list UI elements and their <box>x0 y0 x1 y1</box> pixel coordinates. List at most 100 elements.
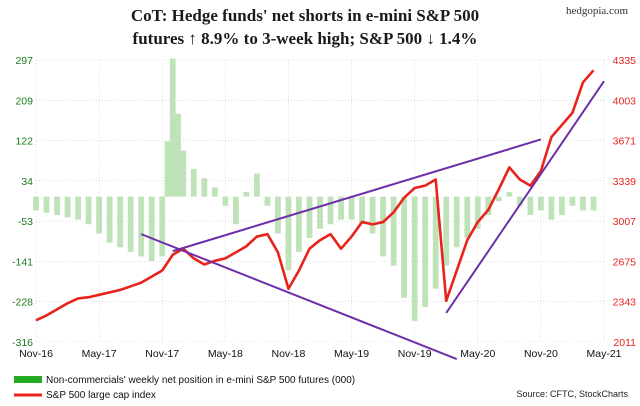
x-tick-label: Nov-19 <box>398 348 432 360</box>
bar <box>390 196 397 266</box>
trendlines <box>140 80 605 361</box>
bar <box>232 196 239 225</box>
right-tick-label: 3007 <box>613 216 637 228</box>
left-tick-label: 34 <box>21 176 33 188</box>
left-tick-label: 297 <box>15 55 33 67</box>
legend-label-bars: Non-commercials' weekly net position in … <box>46 375 355 386</box>
bar <box>527 196 534 216</box>
bar <box>190 169 197 197</box>
bar <box>548 196 555 220</box>
x-tick-label: May-21 <box>586 348 621 360</box>
right-tick-label: 2675 <box>613 256 637 268</box>
bar <box>306 196 313 239</box>
bar <box>201 178 208 197</box>
bar <box>264 196 271 206</box>
left-tick-label: -228 <box>12 297 33 309</box>
legend: Non-commercials' weekly net position in … <box>14 375 355 401</box>
x-tick-label: Nov-18 <box>272 348 306 360</box>
bar <box>401 196 408 298</box>
right-tick-label: 3339 <box>613 176 637 188</box>
chart-title-line-2: futures ↑ 8.9% to 3-week high; S&P 500 ↓… <box>133 29 478 48</box>
source-note: Source: CFTC, StockCharts <box>516 389 628 399</box>
bar <box>169 58 176 197</box>
bar <box>411 196 418 321</box>
net-position-bars <box>33 58 597 321</box>
bar <box>85 196 92 225</box>
bar <box>138 196 145 257</box>
bar <box>580 196 586 211</box>
bar <box>443 196 450 266</box>
bar <box>75 196 81 220</box>
x-axis-ticks: Nov-16 May-17 Nov-17 May-18 Nov-18 May-19 Nov-… <box>19 348 622 360</box>
bar <box>222 196 229 206</box>
bar <box>96 196 103 234</box>
right-tick-label: 2011 <box>613 337 636 349</box>
bar <box>148 196 155 262</box>
bar <box>211 187 218 197</box>
bar <box>422 196 429 308</box>
bar <box>485 196 492 216</box>
left-tick-label: 122 <box>15 136 33 148</box>
bar <box>495 196 502 202</box>
x-tick-label: May-19 <box>334 348 369 360</box>
bar <box>285 196 292 271</box>
x-tick-label: Nov-16 <box>19 348 53 360</box>
bar <box>559 196 565 216</box>
bar <box>537 196 544 211</box>
legend-swatch-bars <box>14 376 42 383</box>
bar <box>506 192 513 197</box>
bar <box>253 173 260 197</box>
bar <box>117 196 124 248</box>
bar <box>33 196 39 211</box>
bar <box>432 196 439 289</box>
bar <box>590 196 597 211</box>
bar <box>106 196 113 243</box>
bar <box>338 196 344 220</box>
bar <box>453 196 460 248</box>
bar <box>348 196 355 220</box>
bar <box>296 196 302 252</box>
right-axis-ticks: 4335 4003 3671 3339 3007 2675 2343 2011 <box>613 55 637 349</box>
bar <box>243 192 250 197</box>
sp500-line <box>35 69 595 322</box>
x-tick-label: May-20 <box>460 348 495 360</box>
brand-label: hedgopia.com <box>566 5 628 17</box>
bar <box>516 196 523 206</box>
chart-title-line-1: CoT: Hedge funds' net shorts in e-mini S… <box>131 6 479 25</box>
bar <box>275 196 281 234</box>
left-tick-label: -316 <box>12 337 33 349</box>
left-tick-label: -141 <box>12 256 33 268</box>
right-tick-label: 3671 <box>613 136 637 148</box>
right-tick-label: 4003 <box>613 95 637 107</box>
x-tick-label: Nov-20 <box>524 348 558 360</box>
right-tick-label: 2343 <box>613 297 637 309</box>
left-tick-label: 209 <box>15 95 33 107</box>
bar <box>464 196 471 239</box>
left-axis-ticks: 297 209 122 34 -53 -141 -228 -316 <box>12 55 33 349</box>
trendline <box>172 138 542 253</box>
bar <box>569 196 576 206</box>
bar <box>180 150 187 197</box>
bar <box>175 113 181 197</box>
bar <box>43 196 50 213</box>
bar <box>380 196 387 257</box>
x-tick-label: Nov-17 <box>145 348 179 360</box>
bar <box>474 196 481 229</box>
trendline <box>445 80 605 314</box>
right-tick-label: 4335 <box>613 55 637 67</box>
bar <box>327 196 334 225</box>
left-tick-label: -53 <box>18 216 33 228</box>
bar <box>54 196 60 216</box>
trendline <box>140 233 458 361</box>
bar <box>359 196 365 225</box>
x-tick-label: May-17 <box>82 348 117 360</box>
bar <box>317 196 323 229</box>
bar <box>369 196 376 234</box>
legend-label-line: S&P 500 large cap index <box>46 390 156 401</box>
bar <box>164 141 171 197</box>
bar <box>159 196 166 257</box>
x-tick-label: May-18 <box>208 348 243 360</box>
bar <box>127 196 134 252</box>
bar <box>64 196 71 218</box>
